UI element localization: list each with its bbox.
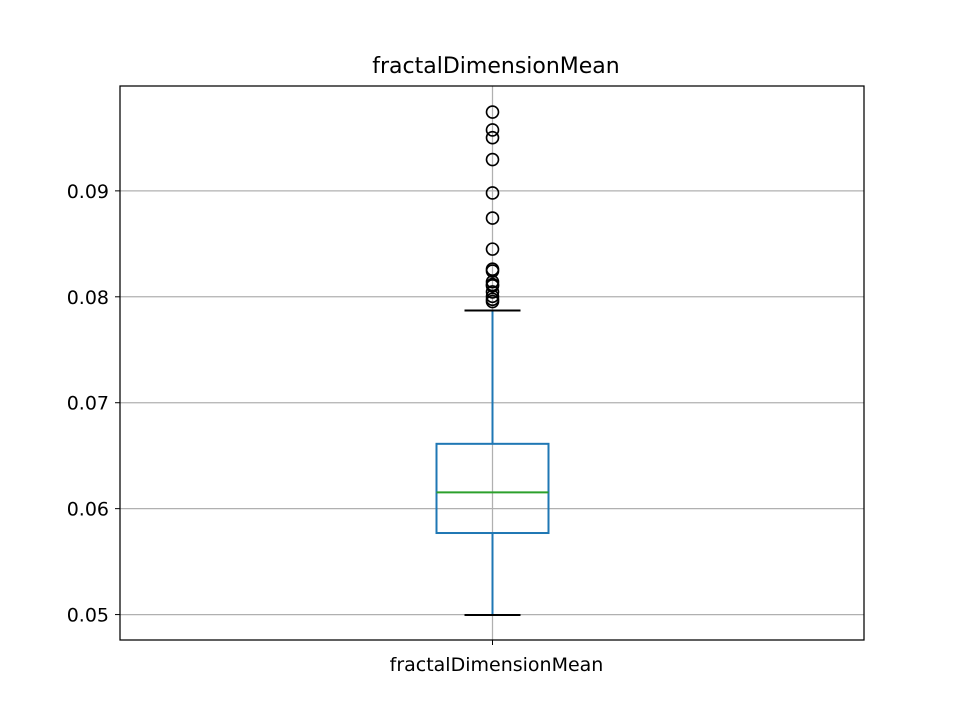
outlier-point bbox=[485, 211, 500, 225]
y-tick-label: 0.07 bbox=[67, 393, 109, 415]
outlier-point bbox=[485, 262, 500, 276]
chart-title: fractalDimensionMean bbox=[372, 54, 619, 79]
plot-area bbox=[435, 105, 550, 617]
interquartile-box bbox=[435, 442, 550, 535]
outlier-point bbox=[485, 105, 500, 119]
outlier-point bbox=[485, 285, 500, 299]
outlier-point bbox=[485, 130, 500, 145]
y-tick-label: 0.08 bbox=[67, 287, 109, 309]
y-tick-label: 0.09 bbox=[67, 181, 109, 203]
y-tick-label: 0.06 bbox=[67, 499, 109, 521]
outlier-point bbox=[485, 242, 500, 256]
x-tick-label: fractalDimensionMean bbox=[390, 654, 604, 676]
outlier-point bbox=[485, 186, 500, 200]
y-axis: 0.05 0.06 0.07 0.08 0.09 bbox=[67, 181, 120, 627]
outlier-point bbox=[485, 152, 500, 167]
x-axis: fractalDimensionMean bbox=[390, 640, 604, 676]
y-tick-label: 0.05 bbox=[67, 605, 109, 627]
outlier-point bbox=[485, 123, 500, 137]
